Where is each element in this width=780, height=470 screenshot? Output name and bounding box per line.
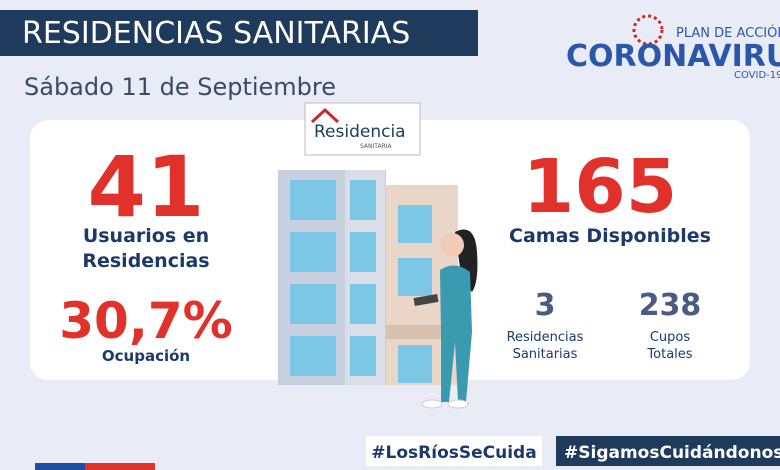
flag-stripe: [85, 463, 155, 470]
beds-label: Camas Disponibles: [509, 225, 711, 247]
slots-label: Totales: [646, 347, 692, 362]
date: Sábado 11 de Septiembre: [24, 73, 336, 101]
residences-value: 3: [535, 288, 556, 323]
logo-sub: COVID-19: [734, 70, 780, 81]
nurse: [413, 229, 478, 409]
sign-name: Residencia: [314, 122, 406, 142]
hashtag-box: [556, 436, 780, 466]
occupancy-label: Ocupación: [102, 347, 190, 365]
users-label: Usuarios en: [83, 225, 209, 247]
residences-label: Sanitarias: [513, 347, 578, 362]
users-label: Residencias: [82, 250, 209, 272]
logo-plan: PLAN DE ACCIÓN: [676, 25, 780, 41]
sign-sub: SANITARIA: [360, 143, 393, 150]
beds-value: 165: [523, 144, 677, 230]
users-value: 41: [88, 138, 205, 236]
title: RESIDENCIAS SANITARIAS: [22, 16, 410, 51]
logo: PLAN DE ACCIÓN CORONAVIRUS COVID-19: [566, 14, 780, 81]
logo-name: CORONAVIRUS: [566, 39, 780, 74]
hashtag: #LosRíosSeCuida: [371, 443, 536, 463]
slots-value: 238: [639, 288, 702, 323]
title-bar: [0, 10, 478, 56]
hashtag: #SigamosCuidándonos: [564, 443, 780, 463]
flag-stripe: [35, 463, 85, 470]
slots-label: Cupos: [650, 330, 691, 345]
residences-label: Residencias: [507, 330, 584, 345]
occupancy-value: 30,7%: [59, 292, 232, 350]
hashtag-box: [366, 436, 542, 466]
